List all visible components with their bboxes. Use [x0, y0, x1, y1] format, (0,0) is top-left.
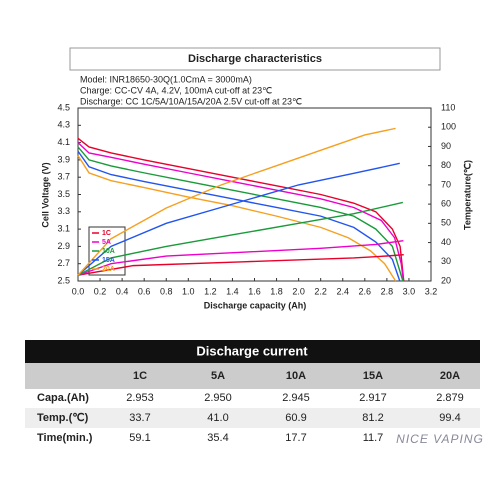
temperature-line [77, 253, 404, 276]
y-tick-label: 2.7 [57, 258, 70, 268]
legend-label: 20A [102, 266, 115, 273]
y2-tick-label: 60 [441, 198, 451, 208]
legend-label: 5A [102, 239, 111, 246]
table-header: 10A [286, 370, 306, 382]
table-header: 5A [211, 370, 225, 382]
chart-title: Discharge characteristics [188, 53, 322, 65]
temperature-line [77, 162, 400, 276]
x-tick-label: 3.0 [403, 286, 416, 296]
temperature-line [77, 127, 396, 276]
y-tick-label: 4.1 [57, 137, 70, 147]
logo: NICE VAPING [396, 432, 484, 446]
y2-tick-label: 50 [441, 218, 451, 228]
legend-label: 10A [102, 248, 115, 255]
table-header: 20A [440, 370, 460, 382]
annotation: Model: INR18650-30Q(1.0CmA = 3000mA) [80, 74, 252, 84]
table-cell: 81.2 [362, 412, 383, 424]
table-cell: 59.1 [129, 432, 150, 444]
y-tick-label: 3.1 [57, 223, 70, 233]
y-tick-label: 2.9 [57, 241, 70, 251]
y2-tick-label: 20 [441, 275, 451, 285]
table-title-bar [25, 340, 480, 363]
table-title: Discharge current [196, 343, 308, 358]
x-tick-label: 1.0 [182, 286, 195, 296]
y-tick-label: 3.9 [57, 154, 70, 164]
voltage-line [77, 137, 405, 282]
y2-tick-label: 30 [441, 256, 451, 266]
y2-tick-label: 110 [441, 102, 455, 112]
y2-tick-label: 100 [441, 122, 456, 132]
row-label: Time(min.) [37, 432, 93, 444]
voltage-line [77, 146, 404, 282]
x-tick-label: 1.2 [204, 286, 217, 296]
row-label: Capa.(Ah) [37, 392, 89, 404]
x-tick-label: 1.8 [270, 286, 283, 296]
row-label: Temp.(℃) [37, 412, 89, 424]
x-tick-label: 3.2 [425, 286, 438, 296]
legend-label: 15A [102, 257, 115, 264]
x-axis-label: Discharge capacity (Ah) [204, 300, 307, 310]
y2-tick-label: 90 [441, 141, 451, 151]
temperature-line [77, 239, 404, 276]
y2-tick-label: 70 [441, 179, 451, 189]
table-header: 1C [133, 370, 147, 382]
title-box [69, 47, 441, 71]
table-cell: 2.950 [204, 392, 232, 404]
table-cell: 99.4 [439, 412, 460, 424]
table-cell: 2.917 [359, 392, 387, 404]
table-header: 15A [363, 370, 383, 382]
y2-tick-label: 40 [441, 237, 451, 247]
x-tick-label: 2.6 [359, 286, 372, 296]
x-tick-label: 2.0 [292, 286, 305, 296]
table-cell: 2.953 [126, 392, 154, 404]
y-tick-label: 3.3 [57, 206, 70, 216]
x-tick-label: 1.6 [248, 286, 261, 296]
x-tick-label: 0.4 [116, 286, 129, 296]
x-tick-label: 2.4 [336, 286, 349, 296]
annotation: Charge: CC-CV 4A, 4.2V, 100mA cut-off at… [80, 85, 272, 95]
y-tick-label: 4.5 [57, 102, 70, 112]
table-cell: 2.879 [436, 392, 464, 404]
table-cell: 17.7 [285, 432, 306, 444]
table-cell: 11.7 [363, 432, 384, 444]
temperature-line [77, 201, 404, 276]
table-cell: 41.0 [207, 412, 228, 424]
x-tick-label: 0.6 [138, 286, 151, 296]
annotation: Discharge: CC 1C/5A/10A/15A/20A 2.5V cut… [80, 96, 302, 106]
table-cell: 35.4 [207, 432, 228, 444]
x-tick-label: 2.8 [381, 286, 394, 296]
y2-axis-label: Temperature(℃) [462, 160, 472, 230]
legend-label: 1C [102, 230, 111, 237]
y-tick-label: 3.5 [57, 189, 70, 199]
y-axis-label: Cell Voltage (V) [40, 162, 50, 227]
voltage-line [77, 150, 401, 282]
table-cell: 33.7 [129, 412, 150, 424]
voltage-line [77, 155, 397, 282]
table-cell: 60.9 [285, 412, 306, 424]
x-tick-label: 0.0 [72, 286, 85, 296]
x-tick-label: 2.2 [314, 286, 327, 296]
table-cell: 2.945 [282, 392, 310, 404]
y-tick-label: 3.7 [57, 172, 70, 182]
table-row-band [25, 408, 480, 428]
voltage-line [77, 142, 405, 282]
table-header-row [25, 363, 480, 389]
y2-tick-label: 80 [441, 160, 451, 170]
x-tick-label: 0.2 [94, 286, 107, 296]
y-tick-label: 2.5 [57, 275, 70, 285]
x-tick-label: 0.8 [160, 286, 173, 296]
y-tick-label: 4.3 [57, 120, 70, 130]
x-tick-label: 1.4 [226, 286, 239, 296]
